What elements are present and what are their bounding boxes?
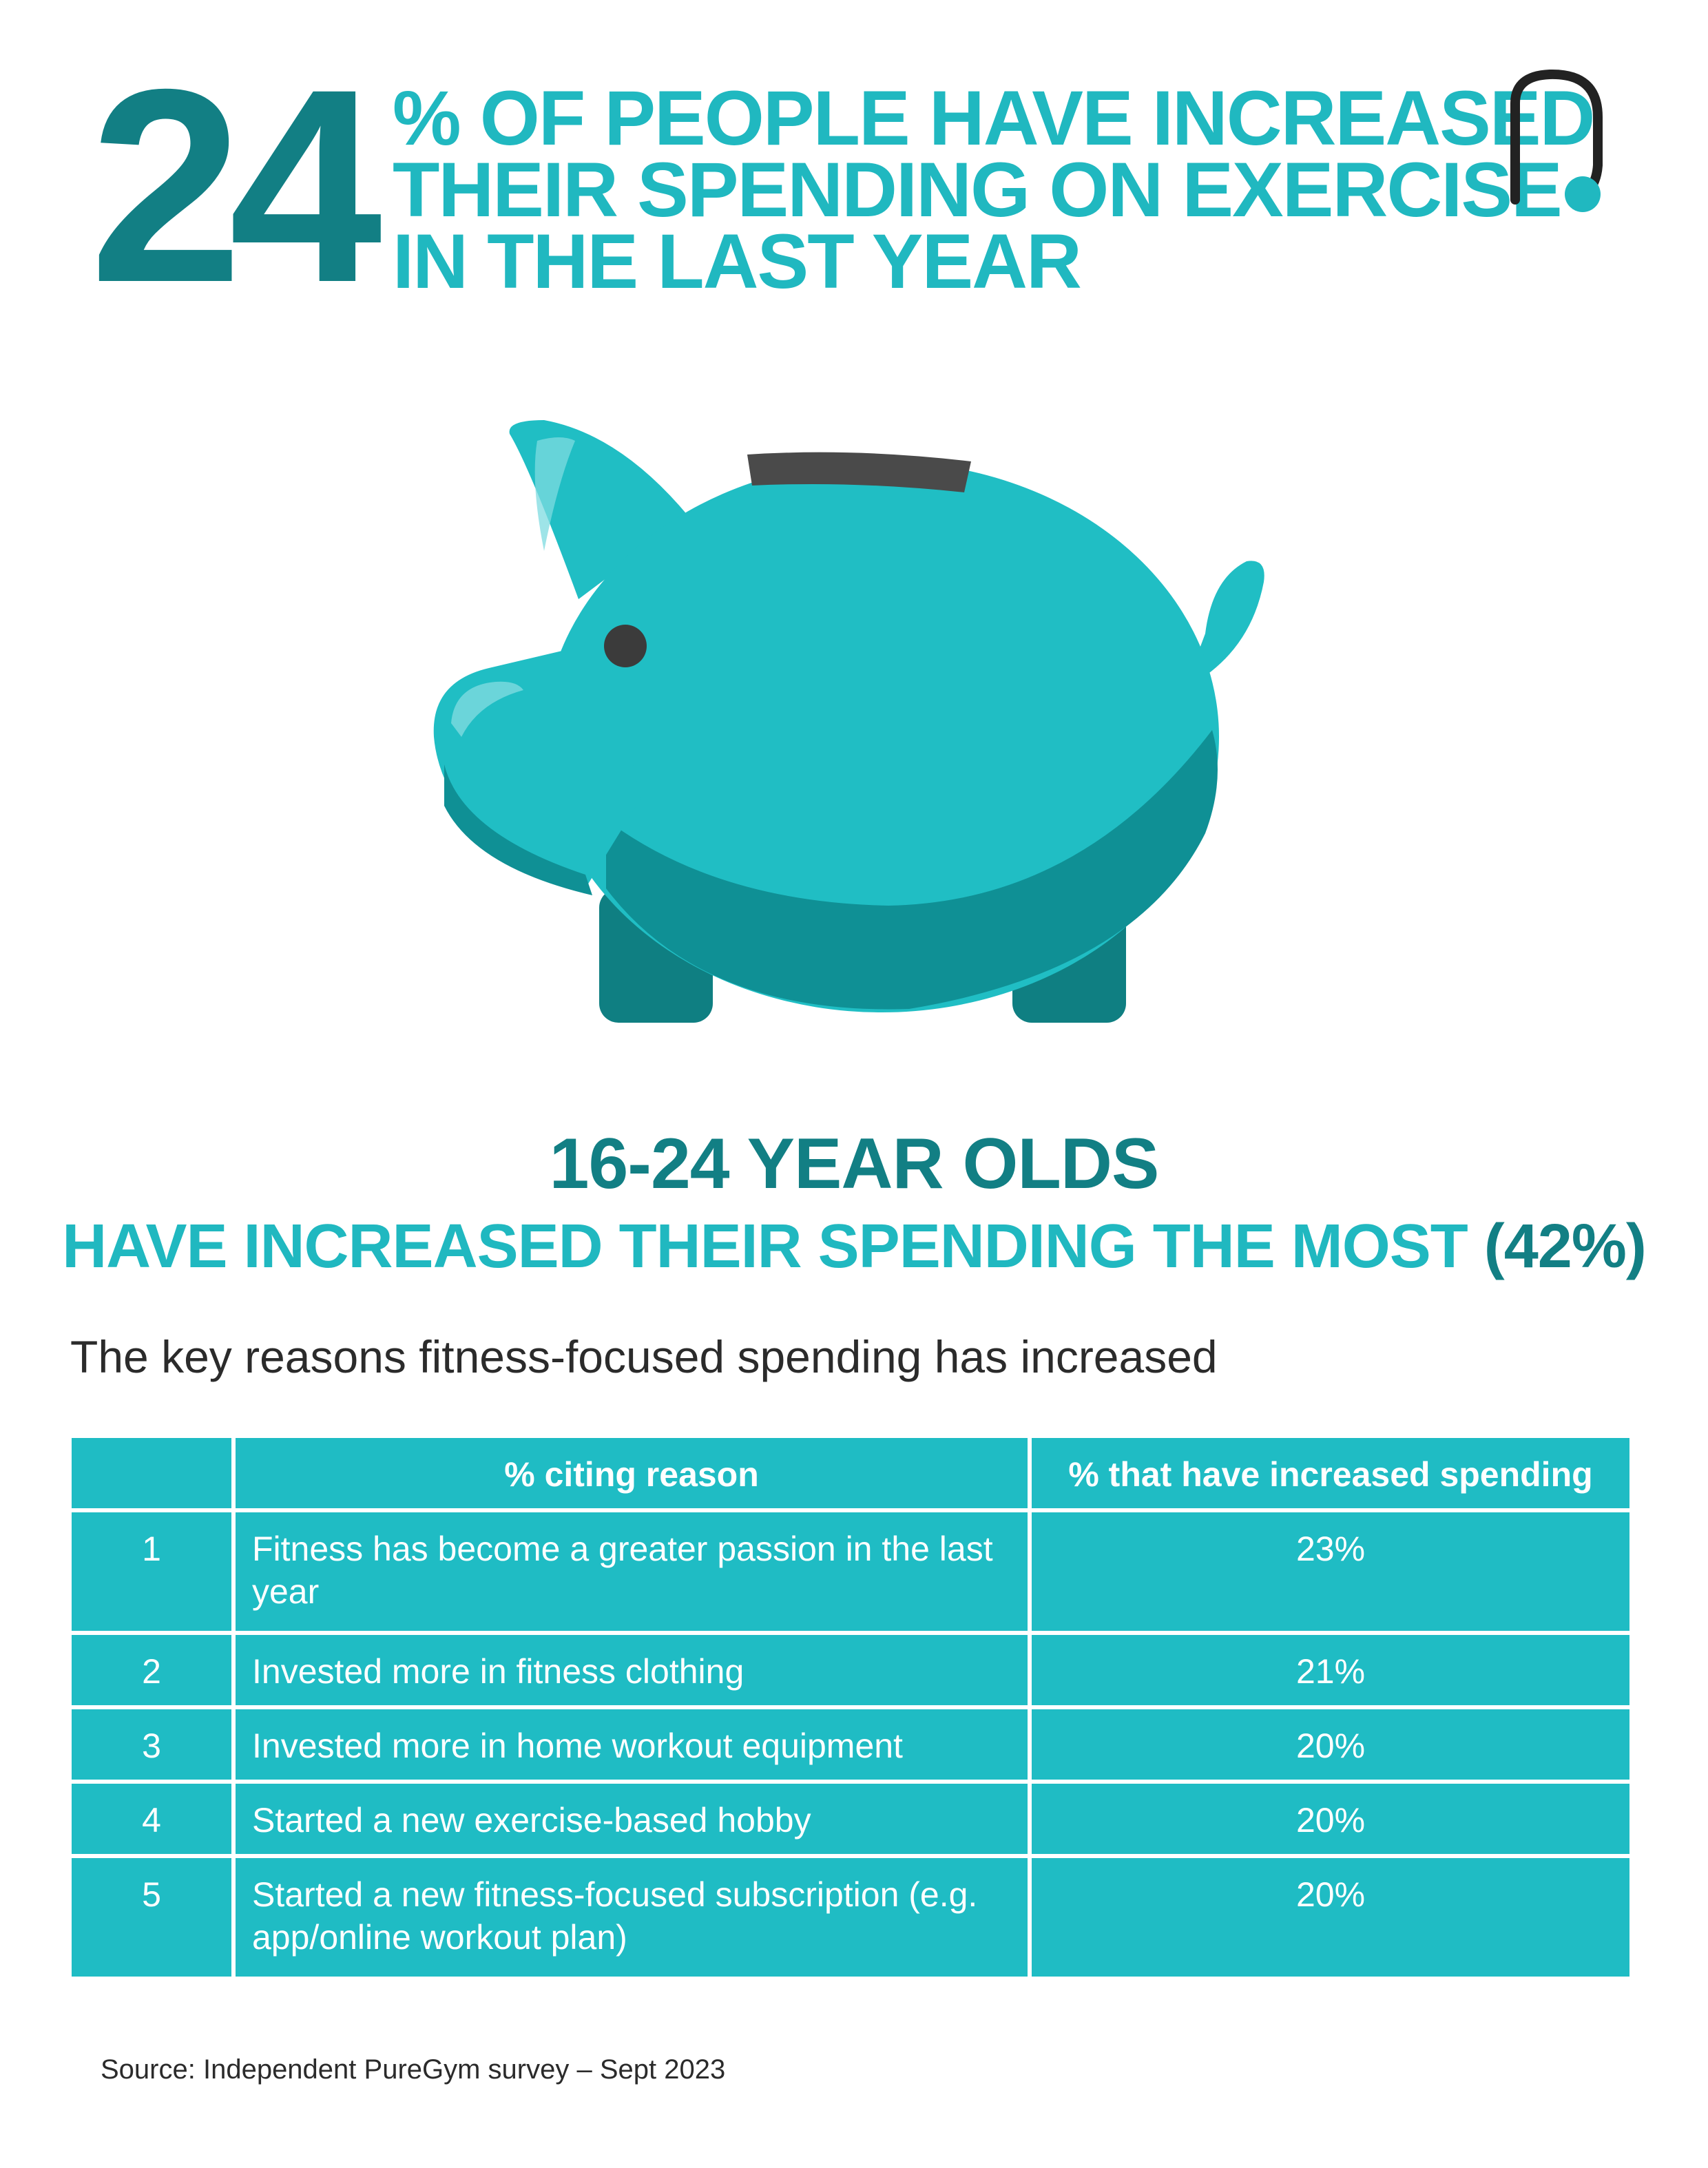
row-rank: 2 bbox=[67, 1631, 236, 1709]
headline-line-3: IN THE LAST YEAR bbox=[393, 218, 1082, 304]
table-row: 5 Started a new fitness-focused subscrip… bbox=[67, 1854, 1634, 1981]
header-reason: % citing reason bbox=[231, 1434, 1032, 1512]
row-rank: 3 bbox=[67, 1705, 236, 1784]
row-percent: 20% bbox=[1028, 1854, 1634, 1981]
row-rank: 1 bbox=[67, 1508, 236, 1635]
row-reason: Invested more in home workout equipment bbox=[231, 1705, 1032, 1784]
table-row: 2 Invested more in fitness clothing 21% bbox=[67, 1631, 1634, 1709]
subheading-age-group: 16-24 YEAR OLDS bbox=[549, 1124, 1160, 1204]
subheading-detail: HAVE INCREASED THEIR SPENDING THE MOST (… bbox=[0, 1209, 1708, 1284]
row-rank: 5 bbox=[67, 1854, 236, 1981]
subheading-detail-text: HAVE INCREASED THEIR SPENDING THE MOST bbox=[62, 1212, 1468, 1281]
headline-number: 24 bbox=[90, 32, 382, 340]
row-percent: 21% bbox=[1028, 1631, 1634, 1709]
row-percent: 20% bbox=[1028, 1780, 1634, 1858]
puregym-logo-icon bbox=[1510, 69, 1603, 212]
headline: 24 % OF PEOPLE HAVE INCREASED THEIR SPEN… bbox=[90, 48, 1595, 324]
table-row: 3 Invested more in home workout equipmen… bbox=[67, 1705, 1634, 1784]
table-header-row: % citing reason % that have increased sp… bbox=[67, 1434, 1634, 1512]
header-percent: % that have increased spending bbox=[1028, 1434, 1634, 1512]
header-rank bbox=[67, 1434, 236, 1512]
table-row: 1 Fitness has become a greater passion i… bbox=[67, 1508, 1634, 1635]
reasons-table: % citing reason % that have increased sp… bbox=[67, 1434, 1634, 1981]
row-percent: 23% bbox=[1028, 1508, 1634, 1635]
source-note: Source: Independent PureGym survey – Sep… bbox=[101, 2054, 726, 2085]
row-reason: Started a new exercise-based hobby bbox=[231, 1780, 1032, 1858]
row-percent: 20% bbox=[1028, 1705, 1634, 1784]
headline-line-1: % OF PEOPLE HAVE INCREASED bbox=[393, 75, 1595, 161]
subheading-percent: (42%) bbox=[1483, 1212, 1647, 1281]
headline-line-2: THEIR SPENDING ON EXERCISE bbox=[393, 147, 1563, 233]
row-reason: Started a new fitness-focused subscripti… bbox=[231, 1854, 1032, 1981]
table-row: 4 Started a new exercise-based hobby 20% bbox=[67, 1780, 1634, 1858]
row-reason: Invested more in fitness clothing bbox=[231, 1631, 1032, 1709]
headline-text: % OF PEOPLE HAVE INCREASED THEIR SPENDIN… bbox=[393, 75, 1595, 304]
piggy-bank-icon bbox=[433, 420, 1264, 1023]
row-rank: 4 bbox=[67, 1780, 236, 1858]
row-reason: Fitness has become a greater passion in … bbox=[231, 1508, 1032, 1635]
intro-text: The key reasons fitness-focused spending… bbox=[70, 1331, 1218, 1382]
